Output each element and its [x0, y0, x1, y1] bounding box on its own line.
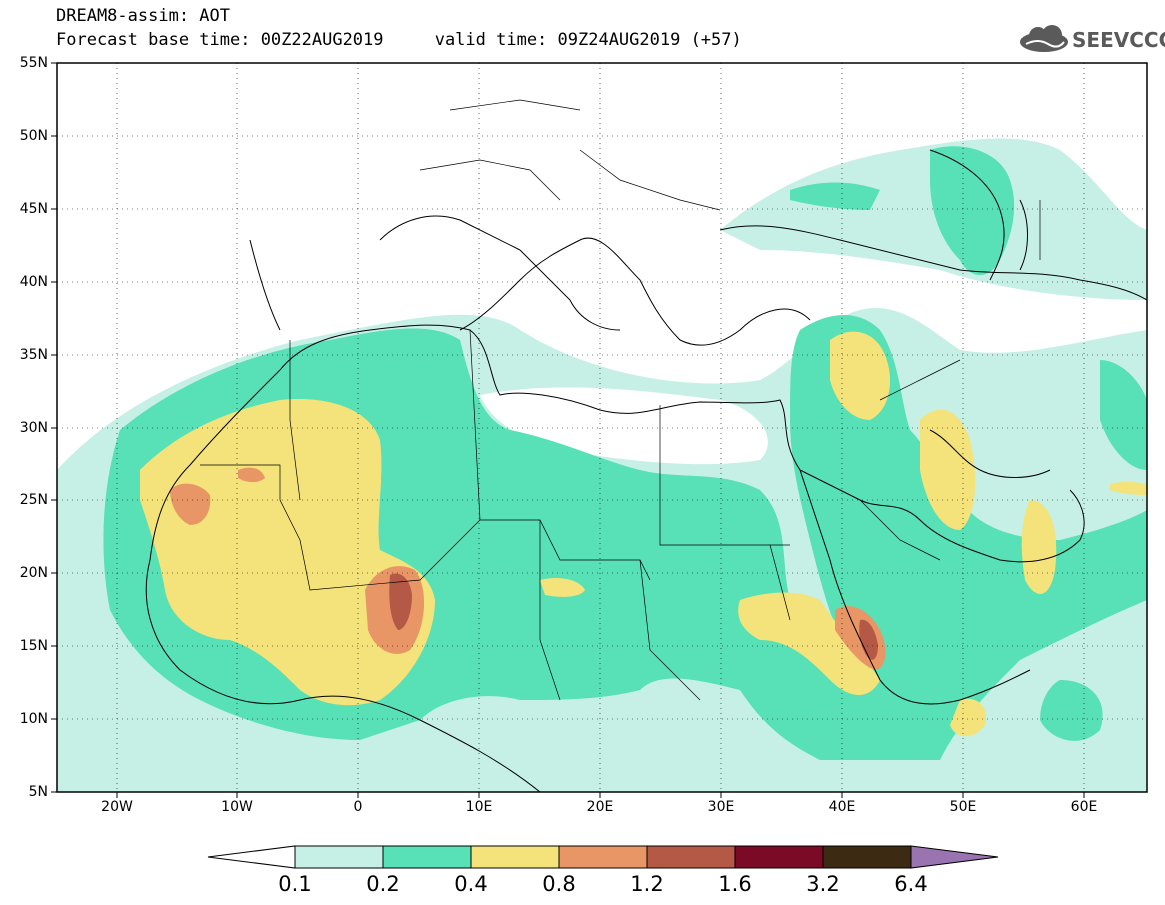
colorbar-swatch-1 [294, 845, 384, 869]
aot-band-1.2 [389, 573, 878, 660]
lat-label: 25N [19, 492, 48, 508]
base-time: Forecast base time: 00Z22AUG2019 [56, 30, 384, 50]
forecast-times: Forecast base time: 00Z22AUG2019 valid t… [56, 30, 742, 50]
lat-label: 55N [19, 55, 48, 71]
aot-field [57, 138, 1147, 792]
seevccc-logo [1020, 25, 1068, 52]
valid-time: valid time: 09Z24AUG2019 (+57) [434, 30, 742, 50]
lat-label: 15N [19, 638, 48, 654]
colorbar-swatch-3 [470, 845, 560, 869]
colorbar-swatch-5 [646, 845, 736, 869]
lon-label: 10E [465, 799, 493, 815]
colorbar [207, 845, 999, 869]
colorbar-swatch-2 [382, 845, 472, 869]
colorbar-label: 0.4 [454, 872, 488, 896]
colorbar-swatch-4 [558, 845, 648, 869]
colorbar-over [910, 845, 999, 869]
lon-label: 0 [353, 799, 363, 815]
lat-label: 5N [28, 784, 48, 800]
lat-label: 10N [19, 711, 48, 727]
map-title: DREAM8-assim: AOT [56, 6, 230, 26]
aot-band-0.4 [140, 331, 1147, 737]
coastlines [145, 149, 1147, 792]
colorbar-label: 0.1 [278, 872, 312, 896]
colorbar-label: 0.2 [366, 872, 400, 896]
lat-label: 20N [19, 565, 48, 581]
lat-label: 30N [19, 420, 48, 436]
colorbar-swatch-7 [822, 845, 912, 869]
colorbar-label: 3.2 [806, 872, 840, 896]
colorbar-label: 1.6 [718, 872, 752, 896]
lon-label: 10W [221, 799, 253, 815]
lon-label: 40E [828, 799, 856, 815]
tick-marks [51, 62, 1085, 798]
lat-label: 40N [19, 274, 48, 290]
lon-label: 50E [949, 799, 977, 815]
logo-text: SEEVCCC [1072, 28, 1165, 52]
lon-label: 20E [586, 799, 614, 815]
lon-label: 60E [1070, 799, 1098, 815]
lon-label: 30E [707, 799, 735, 815]
lat-label: 50N [19, 128, 48, 144]
lat-label: 45N [19, 201, 48, 217]
colorbar-swatch-6 [734, 845, 824, 869]
colorbar-under [207, 845, 296, 869]
colorbar-label: 6.4 [894, 872, 928, 896]
lat-label: 35N [19, 347, 48, 363]
colorbar-label: 1.2 [630, 872, 664, 896]
colorbar-label: 0.8 [542, 872, 576, 896]
country-borders [200, 99, 1041, 701]
graticule [57, 63, 1147, 792]
lon-label: 20W [101, 799, 133, 815]
